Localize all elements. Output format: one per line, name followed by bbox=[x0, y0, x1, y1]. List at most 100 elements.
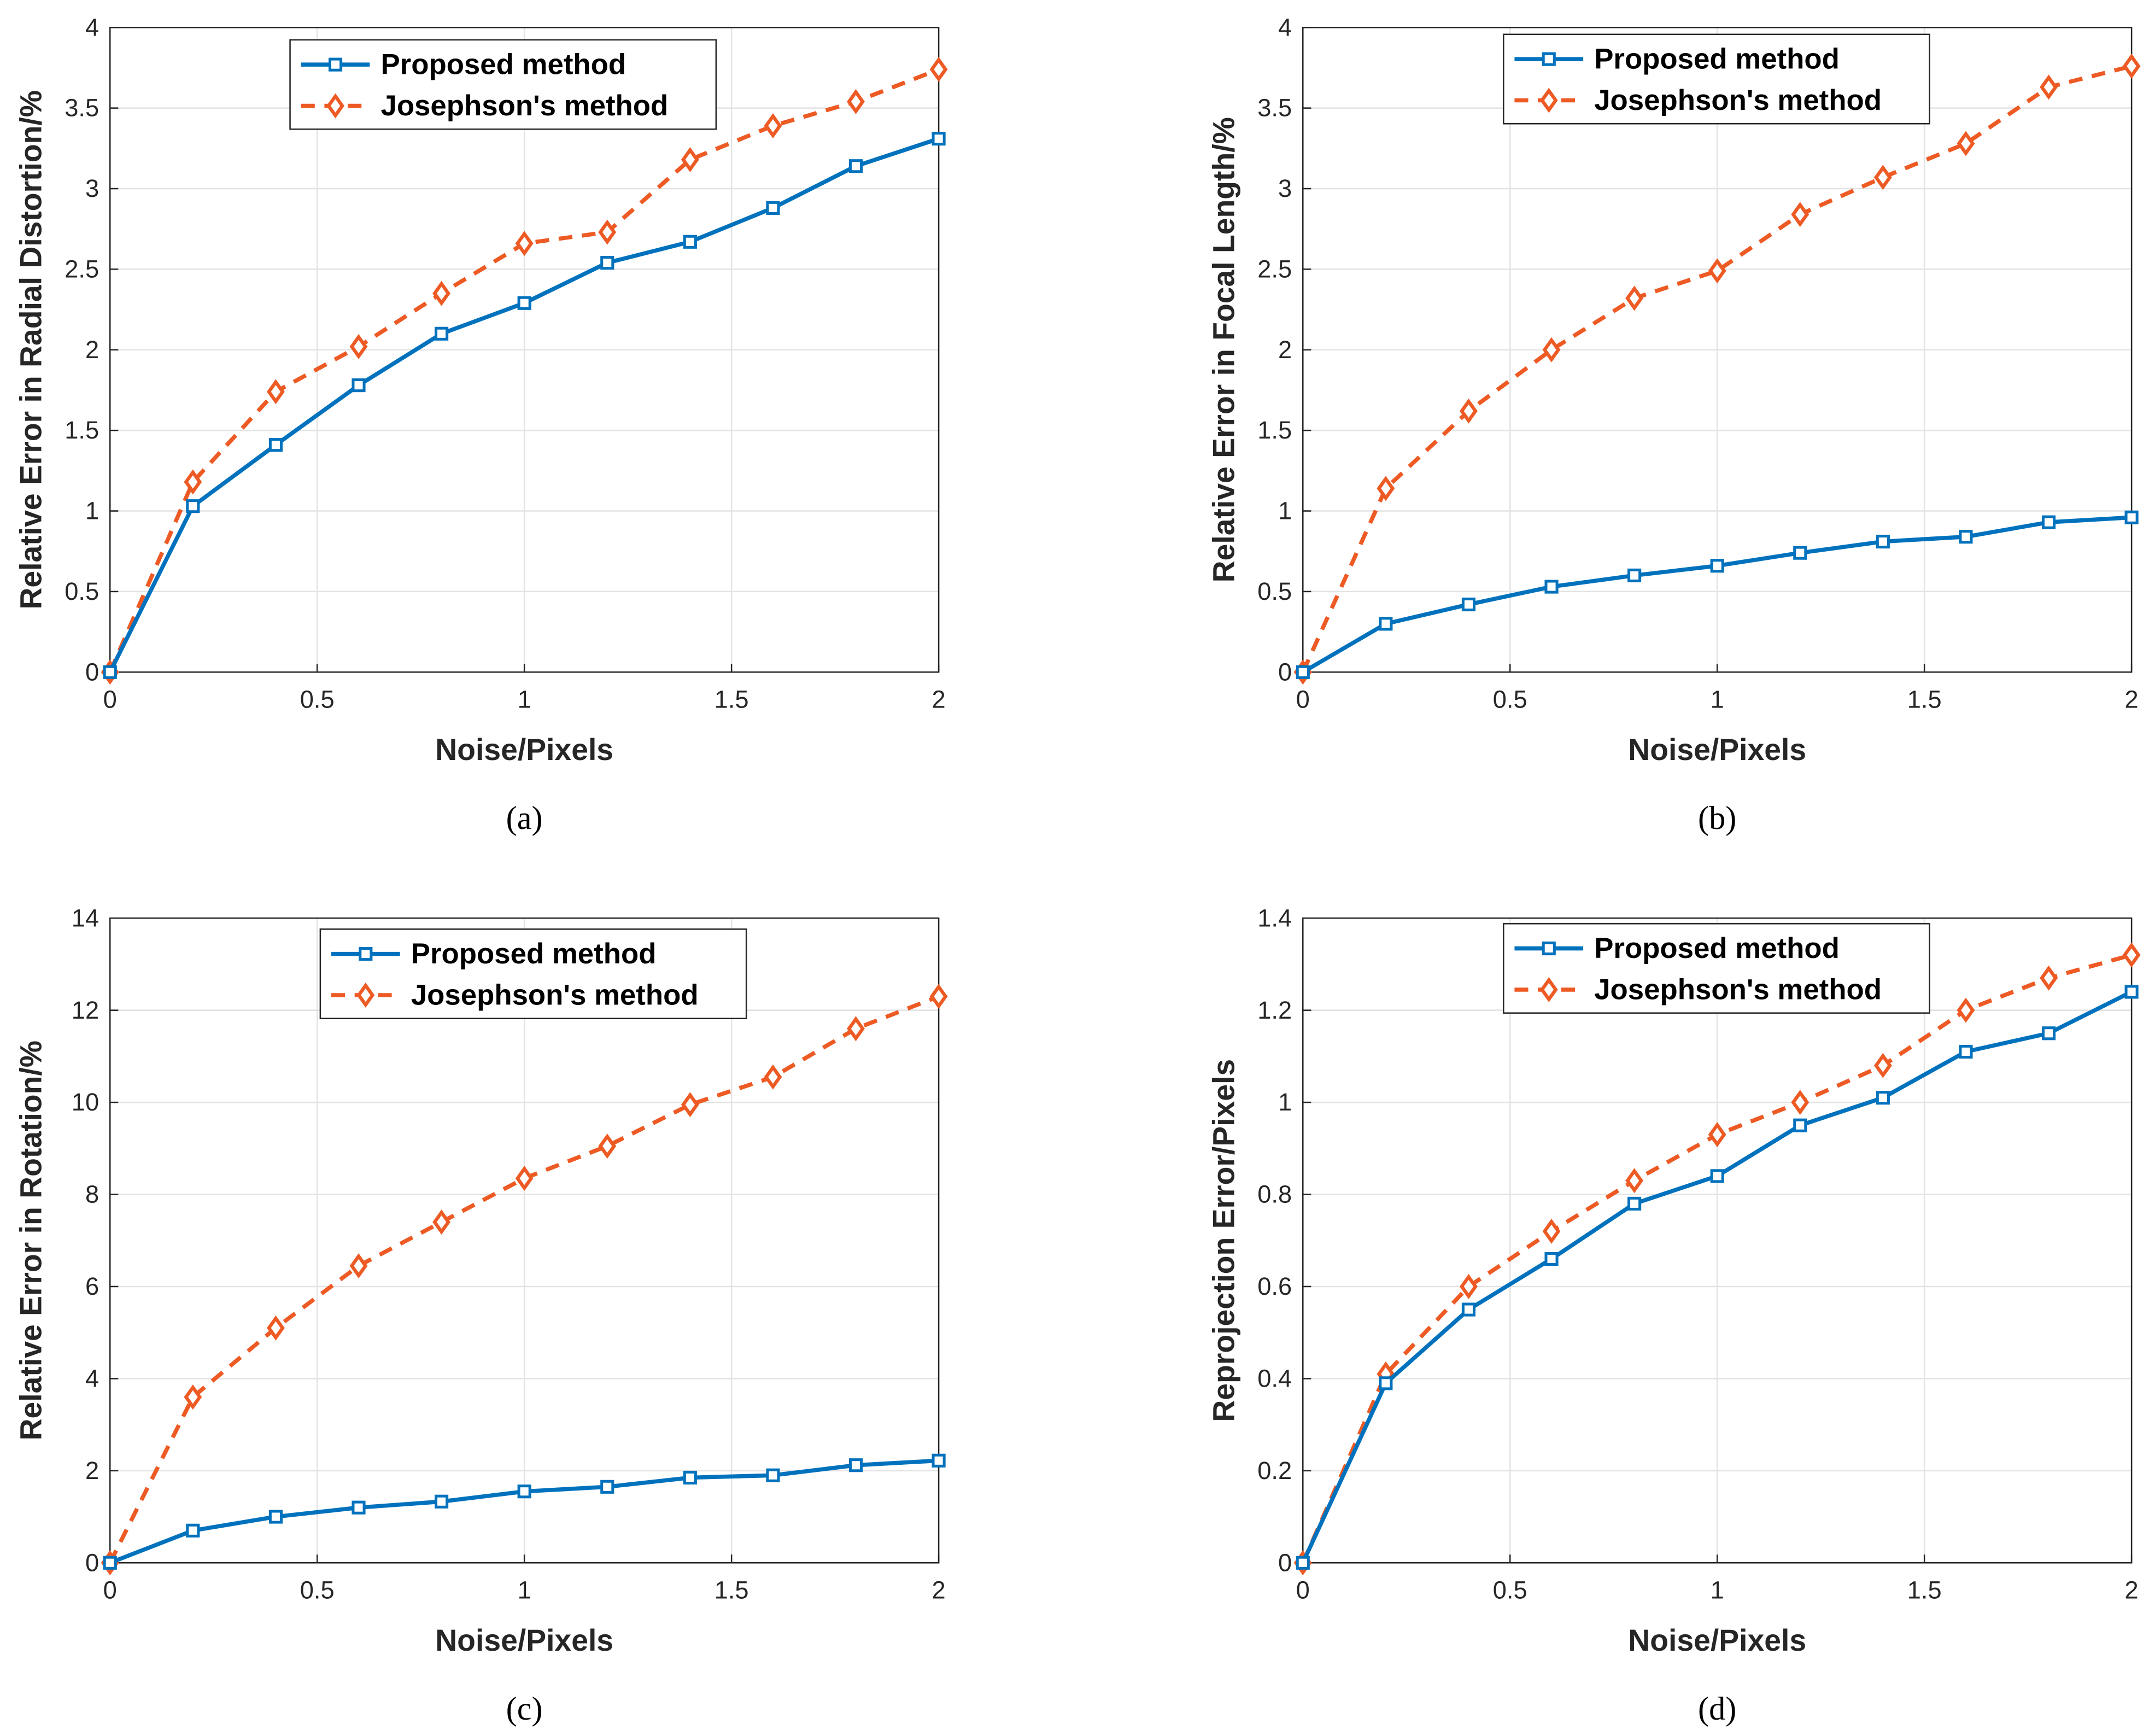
proposed-data-point bbox=[1793, 1118, 1807, 1132]
legend-label: Josephson's method bbox=[380, 90, 668, 122]
proposed-data-point bbox=[1296, 1556, 1310, 1570]
proposed-data-point bbox=[1710, 1169, 1724, 1183]
josephson-data-point bbox=[2040, 74, 2058, 100]
josephson-data-point bbox=[764, 113, 782, 139]
panel-caption: (c) bbox=[506, 1691, 543, 1727]
proposed-data-point bbox=[600, 1480, 614, 1494]
x-tick-label: 1.5 bbox=[1907, 686, 1942, 714]
y-tick-label: 2 bbox=[85, 1457, 99, 1484]
proposed-data-point bbox=[352, 1500, 366, 1515]
chart-panel-d: 0 0.5 1 1.5 2 0 0.2 0.4 0.6 0.8 1 1.2 1.4 Proposed me… bbox=[1207, 904, 2141, 1727]
proposed-data-point bbox=[2041, 1026, 2056, 1041]
josephson-data-point bbox=[1791, 202, 1810, 227]
proposed-data-point bbox=[435, 1494, 449, 1509]
y-tick-label: 0 bbox=[85, 1548, 99, 1576]
josephson-data-point bbox=[929, 984, 948, 1009]
josephson-data-point bbox=[515, 1166, 534, 1191]
josephson-data-point bbox=[764, 1064, 782, 1090]
legend-marker bbox=[326, 93, 344, 119]
y-tick-label: 0.5 bbox=[65, 577, 99, 605]
proposed-data-point bbox=[1544, 1252, 1559, 1266]
josephson-data-point bbox=[1957, 131, 1975, 156]
josephson-data-point bbox=[1377, 476, 1395, 501]
x-tick-label: 1 bbox=[1711, 686, 1724, 714]
proposed-data-point bbox=[352, 378, 366, 393]
proposed-data-point bbox=[932, 1453, 946, 1468]
legend-label: Josephson's method bbox=[411, 979, 699, 1012]
legend-box bbox=[289, 39, 717, 130]
josephson-data-point bbox=[1708, 258, 1726, 284]
proposed-data-point bbox=[1627, 1196, 1642, 1211]
y-tick-label: 12 bbox=[72, 996, 99, 1024]
y-tick-label: 10 bbox=[72, 1088, 99, 1116]
chart-panel-a: 0 0.5 1 1.5 2 0 0.5 1 1.5 2 2.5 3 3.5 4 Proposed metho… bbox=[14, 13, 948, 837]
y-tick-label: 4 bbox=[1278, 13, 1292, 41]
josephson-data-point bbox=[847, 89, 865, 114]
josephson-data-point bbox=[2040, 965, 2058, 991]
proposed-data-point bbox=[1379, 1376, 1393, 1390]
y-tick-label: 0 bbox=[85, 658, 99, 686]
y-tick-label: 3.5 bbox=[65, 94, 99, 122]
proposed-data-point bbox=[186, 499, 200, 513]
legend-label: Josephson's method bbox=[1594, 974, 1882, 1006]
proposed-data-point bbox=[1959, 1044, 1973, 1059]
x-tick-label: 1.5 bbox=[715, 1576, 749, 1604]
x-tick-label: 0 bbox=[103, 1576, 117, 1604]
y-tick-label: 0.4 bbox=[1257, 1364, 1292, 1392]
y-tick-label: 0.5 bbox=[1257, 577, 1292, 605]
legend-marker bbox=[1539, 977, 1558, 1002]
x-axis-label: Noise/Pixels bbox=[1628, 1623, 1806, 1657]
josephson-data-point bbox=[2122, 54, 2141, 79]
legend-label: Proposed method bbox=[411, 938, 657, 970]
y-tick-label: 2 bbox=[85, 336, 99, 364]
y-tick-label: 4 bbox=[85, 13, 99, 41]
josephson-data-point bbox=[1460, 1273, 1478, 1299]
proposed-data-point bbox=[435, 326, 449, 341]
proposed-data-point bbox=[268, 438, 283, 452]
axes-box bbox=[109, 27, 940, 673]
legend-marker bbox=[1539, 87, 1558, 113]
legend-box bbox=[1503, 33, 1930, 125]
josephson-data-point bbox=[681, 147, 699, 172]
legend-marker bbox=[1542, 52, 1556, 66]
legend-marker bbox=[328, 57, 343, 72]
legend-label: Proposed method bbox=[1594, 43, 1840, 75]
proposed-data-point bbox=[1296, 665, 1310, 679]
proposed-data-point bbox=[268, 1510, 283, 1524]
y-tick-label: 14 bbox=[72, 904, 99, 932]
panel-caption: (d) bbox=[1698, 1691, 1736, 1727]
proposed-data-point bbox=[517, 296, 531, 310]
proposed-data-point bbox=[932, 132, 946, 146]
josephson-data-point bbox=[2122, 942, 2141, 968]
josephson-data-point bbox=[515, 231, 534, 256]
josephson-data-point bbox=[1542, 337, 1561, 363]
x-tick-label: 1.5 bbox=[1907, 1576, 1942, 1604]
x-axis-label: Noise/Pixels bbox=[435, 1623, 613, 1657]
chart-panel-c: 0 0.5 1 1.5 2 0 2 4 6 8 10 12 14 Proposed method Josep… bbox=[14, 904, 948, 1727]
proposed-data-point bbox=[848, 159, 863, 173]
proposed-data-point bbox=[1544, 580, 1559, 594]
y-tick-label: 1 bbox=[1278, 497, 1292, 525]
proposed-data-point bbox=[517, 1484, 531, 1499]
y-tick-label: 0.2 bbox=[1257, 1457, 1292, 1484]
legend-label: Proposed method bbox=[1594, 932, 1840, 965]
josephson-series-line bbox=[1301, 64, 2133, 673]
y-tick-label: 2 bbox=[1278, 336, 1292, 364]
proposed-data-point bbox=[1461, 597, 1476, 612]
axes-box bbox=[1302, 27, 2133, 673]
legend: Proposed method Josephson's method bbox=[289, 39, 717, 130]
y-tick-label: 0 bbox=[1278, 658, 1292, 686]
proposed-data-point bbox=[1461, 1302, 1476, 1317]
y-tick-label: 6 bbox=[85, 1272, 99, 1300]
proposed-data-point bbox=[766, 201, 780, 215]
y-axis-label: Reprojection Error/Pixels bbox=[1207, 1059, 1241, 1422]
panel-caption: (b) bbox=[1698, 800, 1736, 837]
josephson-data-point bbox=[349, 334, 368, 359]
proposed-data-point bbox=[683, 235, 697, 249]
axes-box bbox=[1302, 917, 2133, 1564]
josephson-data-point bbox=[266, 379, 285, 405]
josephson-data-point bbox=[1625, 1168, 1644, 1194]
legend-marker bbox=[1542, 941, 1556, 956]
legend-marker bbox=[359, 947, 373, 961]
y-tick-label: 8 bbox=[85, 1180, 99, 1208]
